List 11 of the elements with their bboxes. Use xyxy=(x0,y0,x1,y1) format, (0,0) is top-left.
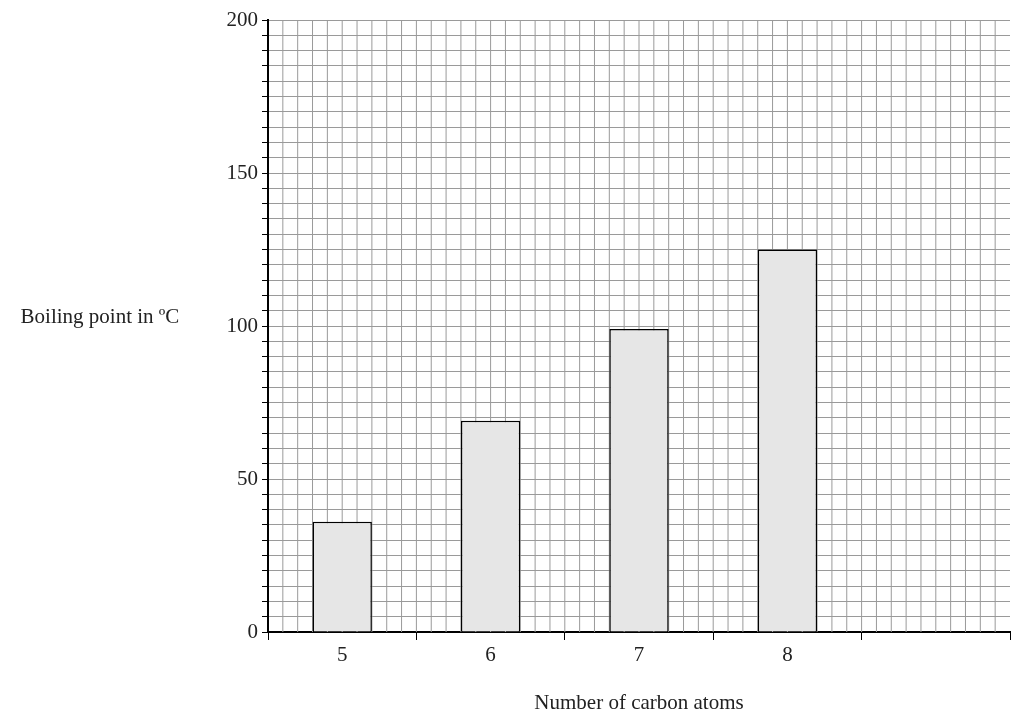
x-tick-label: 6 xyxy=(485,642,496,667)
y-tick-label: 100 xyxy=(226,312,258,337)
y-tick-label: 50 xyxy=(237,465,258,490)
x-tick-label: 7 xyxy=(633,642,645,667)
x-tick-label: 8 xyxy=(782,642,793,667)
y-tick-label: 150 xyxy=(226,159,258,184)
x-tick-label: 5 xyxy=(336,642,348,667)
y-tick-label: 0 xyxy=(247,618,258,643)
x-axis-title: Number of carbon atoms xyxy=(534,689,744,714)
y-tick-label: 200 xyxy=(226,6,258,31)
y-axis-title: Boiling point in ºC xyxy=(19,303,181,330)
